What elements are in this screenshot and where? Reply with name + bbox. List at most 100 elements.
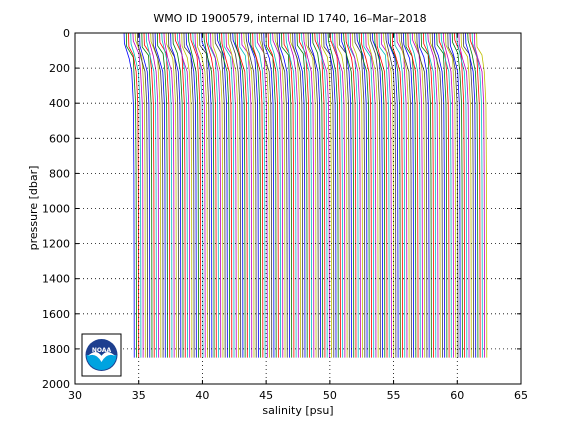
chart-title: WMO ID 1900579, internal ID 1740, 16–Mar… [153, 12, 426, 25]
profile-line [451, 32, 463, 358]
profile-line [256, 32, 268, 358]
profile-line [152, 32, 164, 358]
profile-line [442, 32, 454, 358]
profile-line [190, 32, 202, 358]
profile-line [420, 32, 432, 358]
profile-line [276, 32, 288, 358]
profile-line [241, 32, 253, 358]
profile-line [305, 32, 317, 358]
profile-line [303, 32, 315, 358]
profile-line [207, 32, 219, 358]
profile-line [243, 32, 255, 358]
x-tick-label: 65 [514, 389, 528, 402]
profile-line [292, 32, 304, 358]
profile-line [467, 32, 479, 358]
x-tick-label: 55 [387, 389, 401, 402]
profile-line [216, 32, 228, 358]
profile-line [265, 32, 277, 358]
profile-line [336, 32, 348, 358]
profile-line [431, 32, 443, 358]
profile-line [418, 32, 430, 358]
y-tick-label: 800 [49, 167, 70, 180]
profile-line [245, 32, 257, 358]
profile-line [183, 32, 195, 358]
profile-line [332, 32, 344, 358]
profile-line [321, 32, 332, 358]
y-tick-label: 600 [49, 132, 70, 145]
profile-line [168, 32, 179, 358]
profile-line [425, 32, 437, 358]
profile-line [163, 32, 175, 358]
profile-line [272, 32, 284, 358]
y-tick-label: 1200 [42, 238, 70, 251]
x-axis-label: salinity [psu] [262, 404, 333, 417]
profile-line [247, 32, 259, 358]
profile-line [223, 32, 235, 358]
profile-line [407, 32, 419, 358]
profile-line [123, 32, 135, 358]
y-tick-label: 1800 [42, 343, 70, 356]
profile-line [159, 32, 171, 358]
profile-line [403, 32, 415, 358]
profile-line [154, 32, 166, 358]
profile-line [440, 32, 452, 358]
profile-line [283, 32, 295, 358]
profile-line [349, 32, 361, 358]
profile-line [434, 32, 446, 358]
profile-line [473, 32, 485, 358]
profile-line [462, 32, 474, 358]
profile-line [136, 32, 148, 358]
profile-line [465, 32, 477, 358]
profile-line [340, 32, 352, 358]
profile-line [371, 32, 383, 358]
x-tick-label: 60 [450, 389, 464, 402]
profile-line [227, 32, 239, 358]
profile-line [254, 32, 266, 358]
profile-line [156, 32, 168, 358]
profile-line [232, 32, 244, 358]
profile-line [352, 32, 364, 358]
x-tick-label: 35 [132, 389, 146, 402]
profile-line [345, 32, 357, 358]
profile-line [263, 32, 275, 358]
y-tick-label: 0 [63, 27, 70, 40]
profile-line [367, 32, 379, 358]
y-tick-label: 2000 [42, 378, 70, 391]
profile-line [278, 32, 290, 358]
profile-line [318, 32, 330, 358]
profile-line [143, 32, 155, 358]
profile-line [221, 32, 233, 358]
profile-line [261, 32, 273, 358]
profile-line [225, 32, 237, 358]
profile-line [454, 32, 466, 358]
profile-line [476, 32, 488, 358]
salinity-profiles [123, 32, 488, 358]
profile-line [298, 32, 310, 358]
y-tick-labels: 0 200 400 600 800 1000 1200 1400 1600 1800 2000 [42, 27, 70, 391]
y-tick-label: 400 [49, 97, 70, 110]
x-tick-label: 40 [195, 389, 209, 402]
profile-line [289, 32, 301, 358]
profile-line [460, 32, 472, 358]
profile-line [134, 32, 146, 358]
profile-line [287, 32, 299, 358]
logo-text: NOAA [92, 347, 112, 354]
profile-line [438, 32, 450, 358]
profile-line [210, 32, 222, 358]
profile-line [252, 32, 264, 358]
profile-line [327, 32, 339, 358]
profile-line [238, 32, 250, 358]
profile-line [338, 32, 350, 358]
profile-line [356, 32, 368, 358]
profile-line [456, 32, 468, 358]
profile-line [270, 32, 281, 358]
profile-line [347, 32, 359, 358]
profile-line [365, 32, 377, 358]
profile-line [449, 32, 461, 358]
profile-line [445, 32, 457, 358]
profile-line [219, 32, 230, 358]
profile-line [416, 32, 428, 358]
profile-line [236, 32, 248, 358]
profile-line [422, 32, 434, 358]
